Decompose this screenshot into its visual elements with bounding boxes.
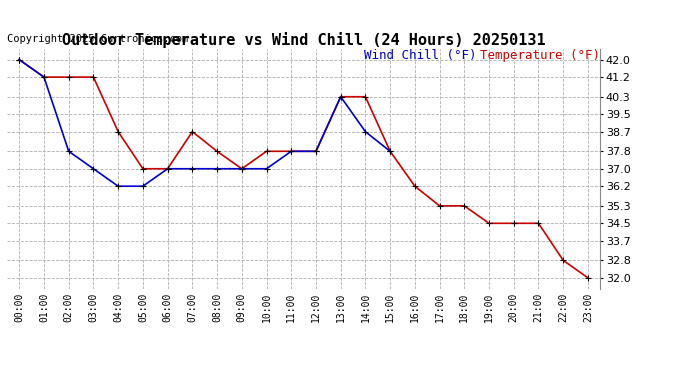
Legend: Wind Chill (°F), Temperature (°F): Wind Chill (°F), Temperature (°F): [363, 49, 600, 62]
Title: Outdoor Temperature vs Wind Chill (24 Hours) 20250131: Outdoor Temperature vs Wind Chill (24 Ho…: [62, 32, 545, 48]
Text: Copyright 2025 Curtronics.com: Copyright 2025 Curtronics.com: [7, 34, 188, 44]
